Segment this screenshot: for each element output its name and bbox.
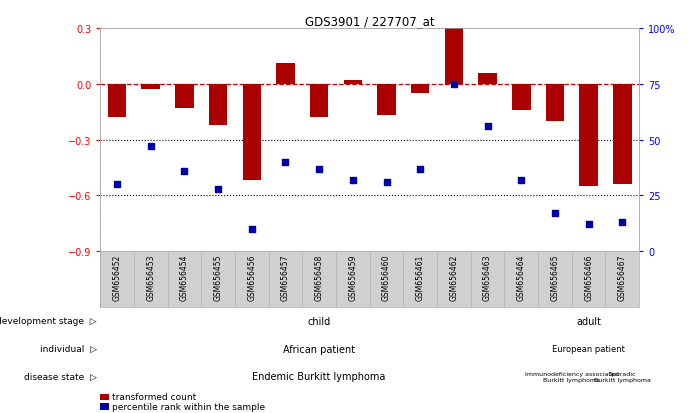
Text: African patient: African patient <box>283 344 355 354</box>
Text: GSM656454: GSM656454 <box>180 254 189 301</box>
Text: GSM656460: GSM656460 <box>382 254 391 301</box>
Bar <box>613 85 632 185</box>
Point <box>515 177 527 184</box>
Point <box>246 226 257 233</box>
Point <box>314 166 325 173</box>
Text: individual  ▷: individual ▷ <box>40 344 97 353</box>
Bar <box>343 81 362 85</box>
Bar <box>209 85 227 126</box>
Point <box>583 221 594 228</box>
Text: GSM656453: GSM656453 <box>146 254 155 301</box>
Text: GSM656465: GSM656465 <box>551 254 560 301</box>
Text: disease state  ▷: disease state ▷ <box>24 372 97 381</box>
Point <box>482 123 493 130</box>
Bar <box>377 85 396 116</box>
Bar <box>243 85 261 181</box>
Point <box>381 179 392 186</box>
Text: development stage  ▷: development stage ▷ <box>0 317 97 325</box>
Bar <box>142 85 160 90</box>
Bar <box>411 85 430 94</box>
Text: GSM656458: GSM656458 <box>314 254 323 301</box>
Text: GSM656457: GSM656457 <box>281 254 290 301</box>
Text: transformed count: transformed count <box>113 392 197 401</box>
Point <box>145 144 156 150</box>
Bar <box>478 74 497 85</box>
Text: GSM656464: GSM656464 <box>517 254 526 301</box>
Point <box>415 166 426 173</box>
Bar <box>276 64 295 85</box>
Text: Immunodeficiency associated
Burkitt lymphoma: Immunodeficiency associated Burkitt lymp… <box>525 371 618 382</box>
Text: adult: adult <box>576 316 601 326</box>
Point <box>213 186 224 192</box>
Bar <box>512 85 531 111</box>
Point <box>179 168 190 175</box>
Bar <box>100 394 108 400</box>
Text: Endemic Burkitt lymphoma: Endemic Burkitt lymphoma <box>252 371 386 382</box>
Bar <box>100 403 108 410</box>
Bar <box>579 85 598 187</box>
Bar <box>546 85 565 122</box>
Text: percentile rank within the sample: percentile rank within the sample <box>113 402 265 411</box>
Text: GSM656461: GSM656461 <box>416 254 425 301</box>
Point <box>348 177 359 184</box>
Text: European patient: European patient <box>552 344 625 353</box>
Text: GSM656456: GSM656456 <box>247 254 256 301</box>
Text: GSM656467: GSM656467 <box>618 254 627 301</box>
Text: GSM656459: GSM656459 <box>348 254 357 301</box>
Point <box>617 219 628 226</box>
Text: GSM656462: GSM656462 <box>449 254 458 301</box>
Text: GSM656455: GSM656455 <box>214 254 223 301</box>
Text: Sporadic
Burkitt lymphoma: Sporadic Burkitt lymphoma <box>594 371 651 382</box>
Title: GDS3901 / 227707_at: GDS3901 / 227707_at <box>305 15 435 28</box>
Point <box>111 181 122 188</box>
Bar <box>444 29 463 85</box>
Bar <box>108 85 126 118</box>
Text: GSM656452: GSM656452 <box>113 254 122 301</box>
Point <box>549 210 560 217</box>
Bar <box>310 85 328 118</box>
Text: GSM656463: GSM656463 <box>483 254 492 301</box>
Text: child: child <box>307 316 331 326</box>
Point <box>448 81 460 88</box>
Point <box>280 159 291 166</box>
Text: GSM656466: GSM656466 <box>584 254 593 301</box>
Bar <box>175 85 193 109</box>
